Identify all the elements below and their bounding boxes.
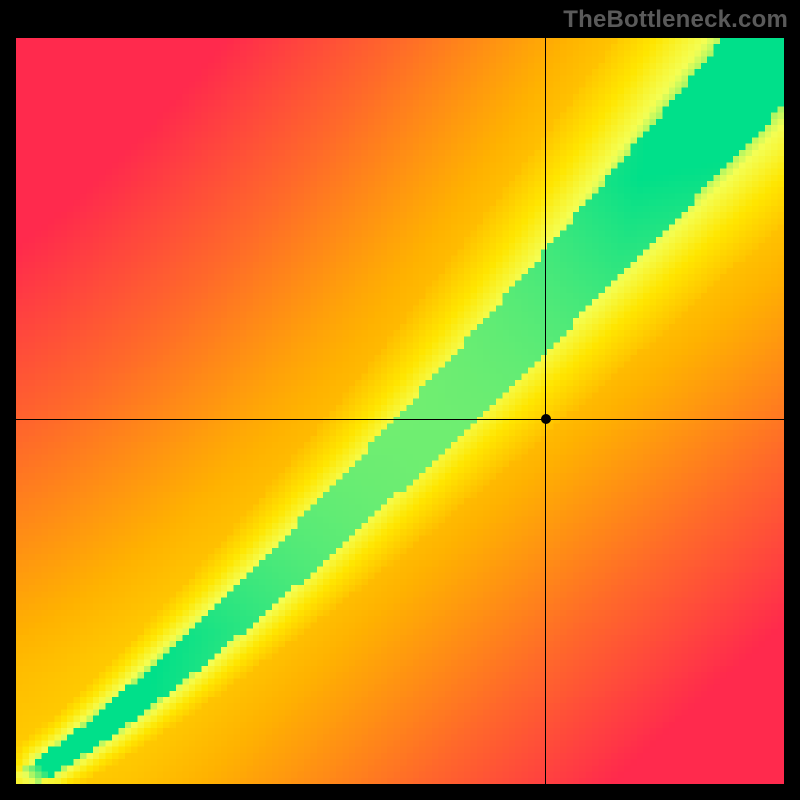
watermark-text: TheBottleneck.com <box>563 6 788 34</box>
chart-stage: TheBottleneck.com <box>0 0 800 800</box>
crosshair-horizontal <box>16 419 784 420</box>
crosshair-vertical <box>545 38 546 784</box>
crosshair-marker <box>541 414 551 424</box>
heatmap-canvas <box>16 38 784 784</box>
heatmap-plot-area <box>16 38 784 784</box>
